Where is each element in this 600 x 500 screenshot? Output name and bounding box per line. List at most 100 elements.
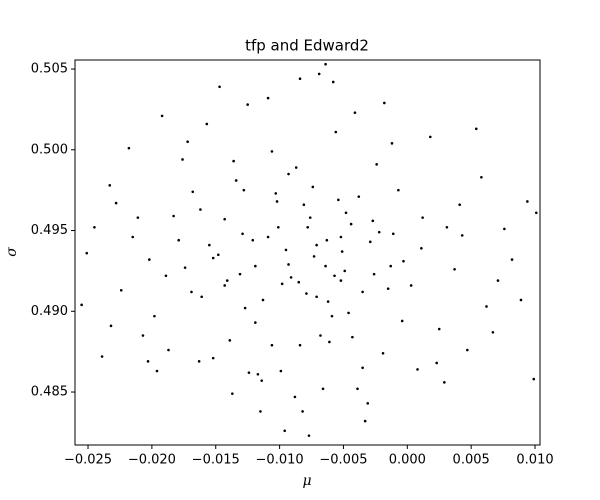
point	[460, 234, 464, 237]
point	[371, 219, 375, 223]
point	[234, 179, 238, 182]
point	[328, 340, 331, 344]
point	[353, 111, 357, 114]
point	[283, 429, 287, 433]
point	[186, 140, 189, 144]
point	[284, 248, 288, 252]
point	[311, 185, 315, 189]
point	[510, 258, 514, 261]
point	[232, 159, 235, 163]
point	[491, 330, 495, 334]
point	[383, 101, 386, 105]
point	[141, 334, 145, 337]
point	[136, 216, 140, 219]
point	[325, 238, 329, 242]
point	[146, 360, 150, 363]
point	[275, 200, 279, 203]
point	[294, 166, 298, 169]
point	[251, 238, 255, 242]
point	[216, 253, 220, 257]
x-tick-label: −0.010	[256, 453, 304, 468]
point	[526, 200, 529, 203]
point	[293, 395, 297, 399]
point	[445, 226, 449, 229]
x-axis-label: μ	[302, 473, 311, 489]
point	[247, 371, 251, 374]
point	[306, 226, 309, 229]
point	[356, 387, 359, 391]
point	[211, 256, 215, 260]
x-tick-label: 0.005	[453, 453, 490, 468]
point	[211, 356, 215, 360]
point	[223, 284, 226, 287]
point	[155, 369, 159, 373]
point	[153, 314, 156, 318]
point	[287, 263, 290, 266]
point	[377, 230, 381, 234]
point	[349, 222, 353, 226]
point	[437, 327, 441, 331]
point	[297, 280, 301, 284]
point	[307, 434, 311, 437]
point	[361, 290, 364, 294]
point	[368, 240, 372, 244]
point	[148, 258, 151, 261]
point	[218, 85, 221, 89]
point	[340, 250, 344, 253]
point	[243, 306, 247, 310]
point	[80, 303, 83, 307]
plot-frame	[74, 59, 541, 446]
point	[270, 343, 274, 347]
point	[372, 272, 376, 276]
x-tick-label: −0.005	[319, 453, 367, 468]
point	[532, 377, 536, 381]
point	[302, 203, 306, 206]
y-tick-label: 0.495	[31, 223, 68, 238]
y-tick-label: 0.500	[31, 142, 68, 157]
point	[298, 343, 302, 347]
point	[277, 226, 280, 229]
point	[534, 211, 538, 215]
point	[127, 146, 131, 150]
point	[389, 264, 393, 268]
point	[357, 195, 361, 198]
point	[164, 274, 168, 278]
point	[519, 298, 523, 302]
y-axis-label: σ	[4, 247, 20, 257]
y-tick-label: 0.490	[31, 304, 68, 319]
point	[100, 355, 104, 358]
point	[331, 80, 335, 84]
point	[409, 284, 413, 287]
point	[351, 335, 354, 339]
point	[241, 232, 244, 236]
point	[280, 282, 284, 286]
point	[330, 314, 334, 318]
x-tick-label: −0.020	[128, 453, 176, 468]
x-tick-label: −0.015	[192, 453, 240, 468]
point	[344, 211, 348, 215]
point	[420, 247, 423, 250]
point	[167, 348, 170, 352]
point	[259, 410, 262, 413]
point	[228, 339, 232, 342]
point	[347, 311, 350, 315]
point	[131, 235, 135, 239]
point	[172, 214, 175, 218]
point	[242, 188, 246, 192]
point	[108, 184, 112, 187]
point	[270, 150, 274, 153]
point	[266, 96, 270, 100]
point	[324, 62, 327, 66]
point	[496, 279, 500, 282]
point	[246, 103, 249, 106]
point	[289, 276, 293, 279]
y-tick-label: 0.505	[31, 62, 68, 77]
point	[208, 243, 211, 247]
point	[177, 238, 181, 242]
point	[363, 419, 367, 423]
chart-title: tfp and Edward2	[245, 37, 369, 55]
point	[315, 243, 318, 247]
point	[109, 324, 113, 328]
point	[238, 272, 242, 276]
